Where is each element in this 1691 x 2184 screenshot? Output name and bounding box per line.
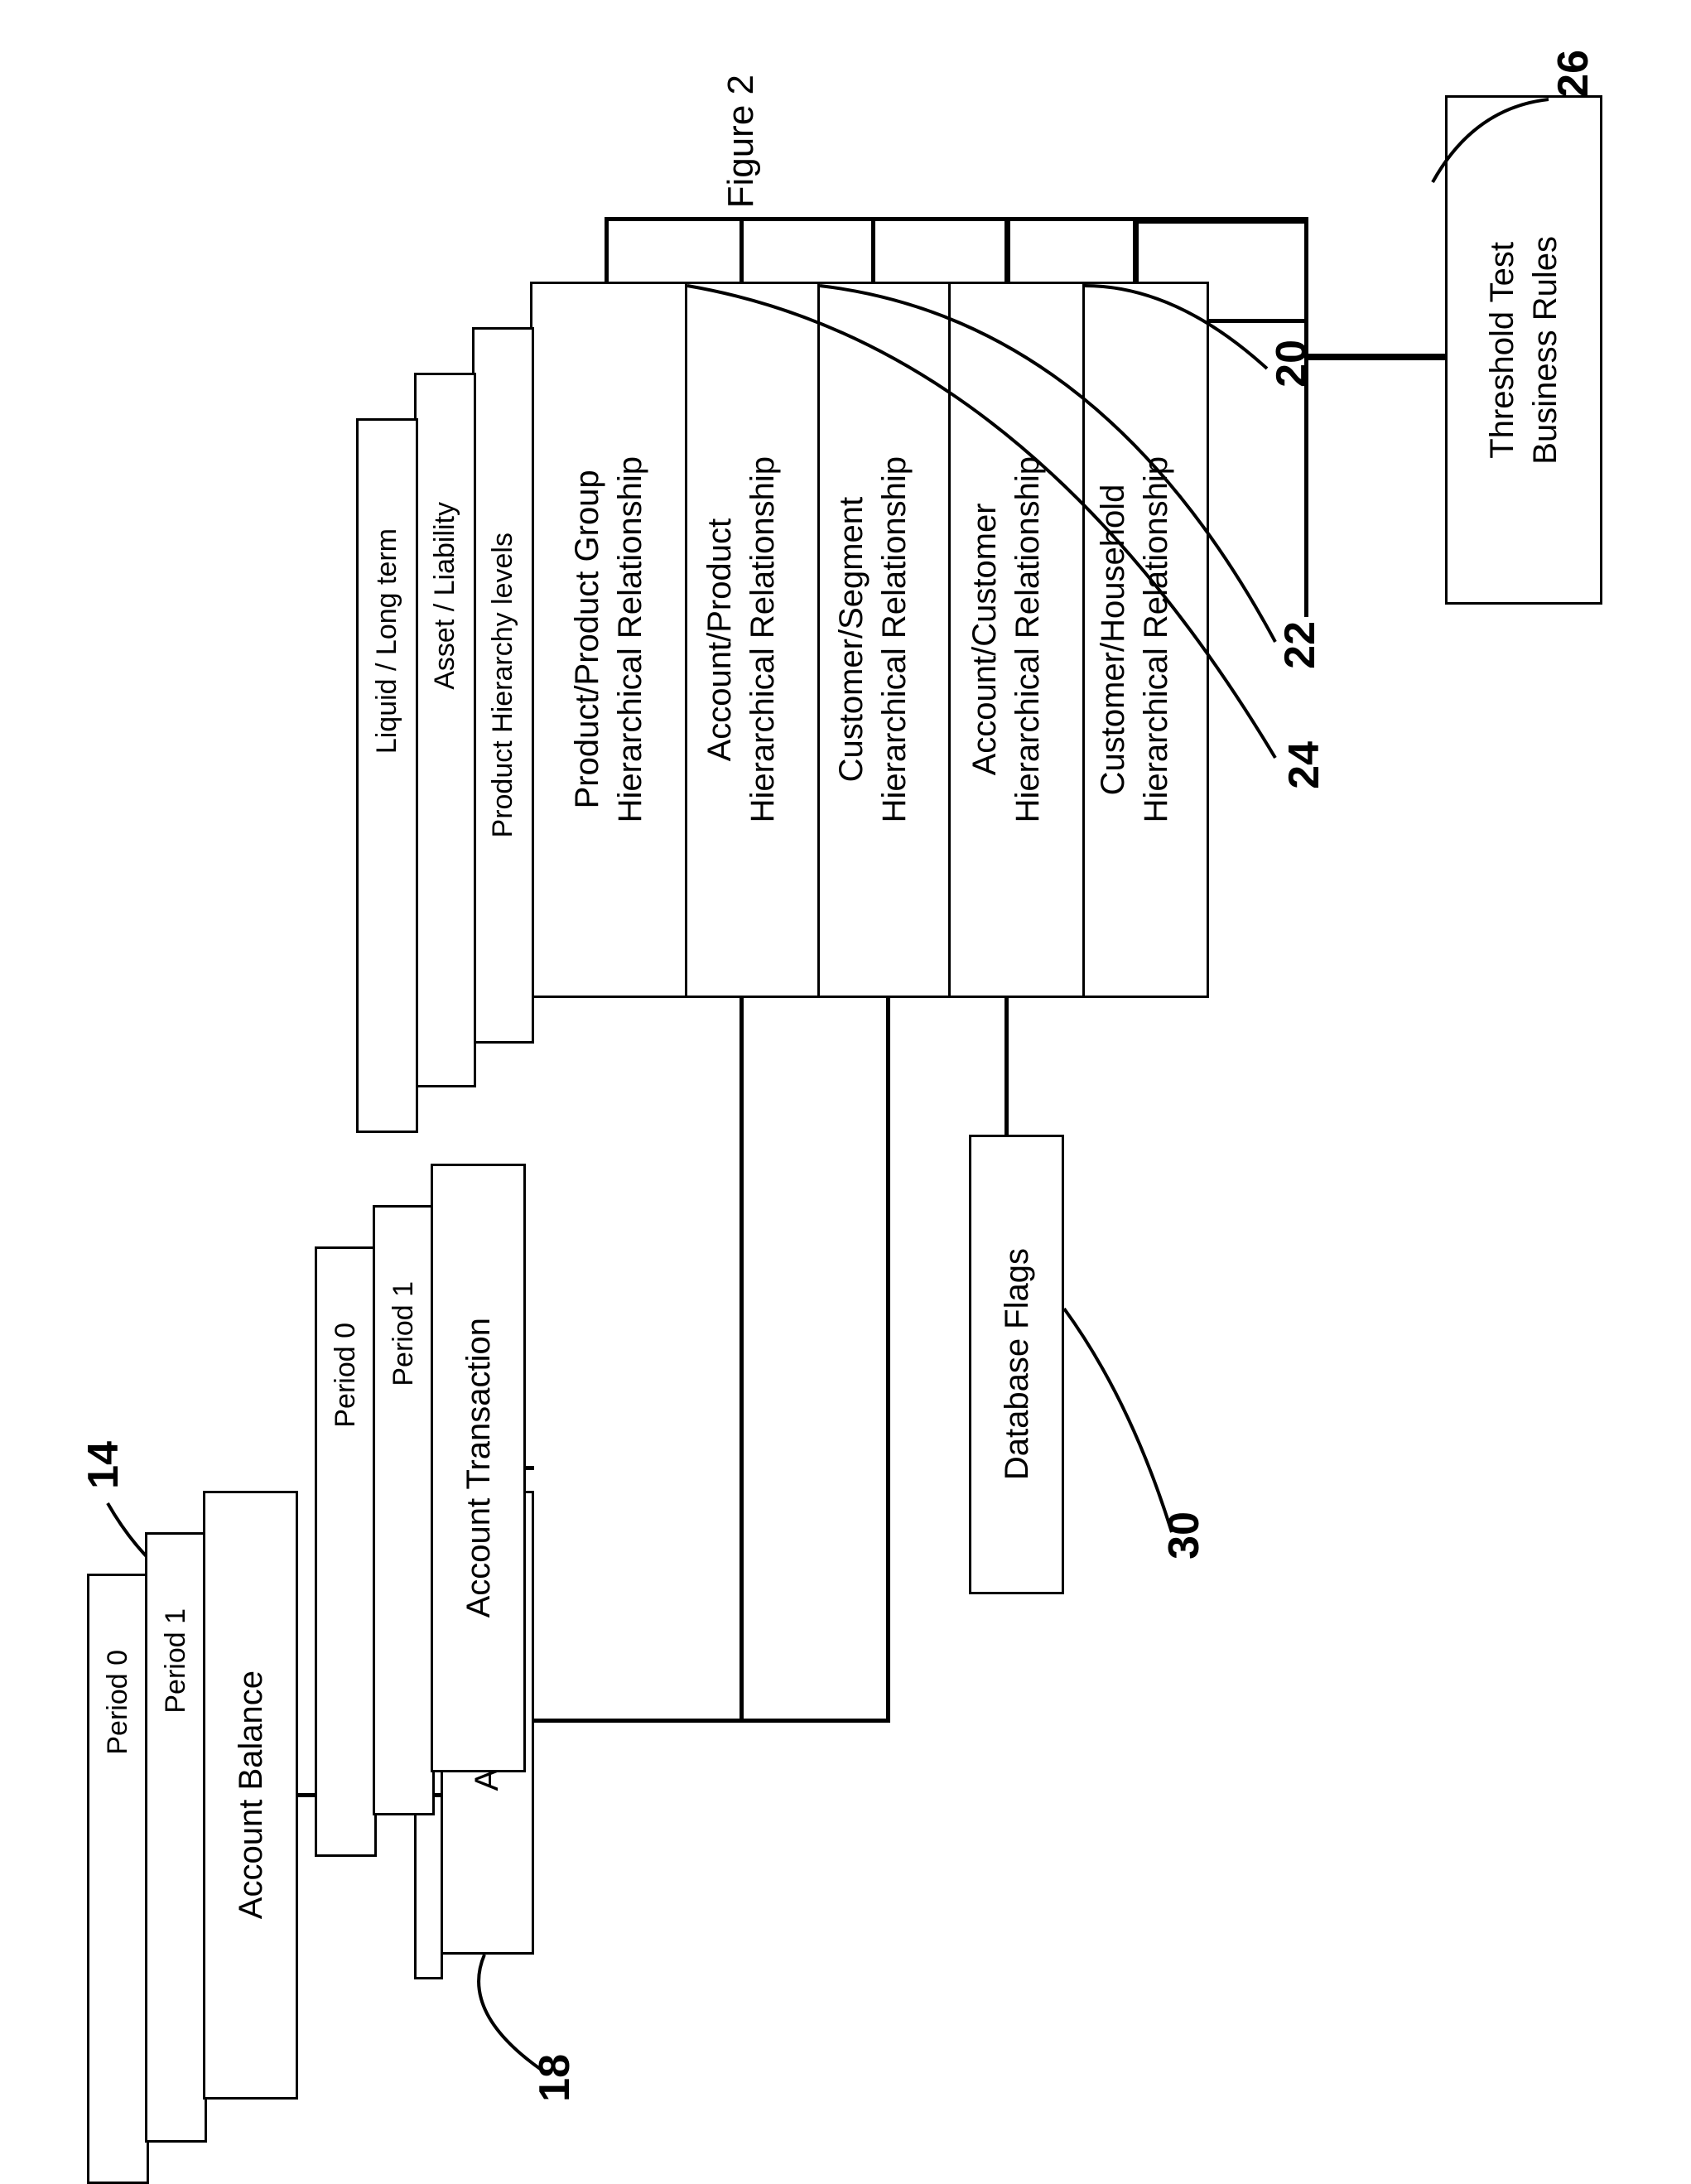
db-flags-label: Database Flags [995, 1248, 1038, 1480]
ref-14: 14 [79, 1441, 128, 1489]
ref-22: 22 [1275, 621, 1325, 669]
stub1 [1133, 217, 1137, 283]
acct-prod-down [740, 998, 744, 1723]
box-liquid-long-ext [356, 861, 418, 1133]
stub2 [1004, 217, 1009, 283]
acct-trans-label: Account Transaction [457, 1318, 500, 1618]
stub5 [605, 217, 609, 283]
box-acct-bal-p1-ext [145, 1786, 207, 2143]
box-liquid-long: Liquid / Long term [356, 418, 418, 864]
acct-bal-p0-label: Period 0 [99, 1650, 136, 1755]
asset-liability-label: Asset / Liability [426, 502, 463, 690]
box-asset-liability-ext [414, 816, 476, 1087]
acct-cust-down2 [886, 998, 890, 1723]
figure-title-text: Figure 2 [720, 75, 761, 208]
ref-18: 18 [530, 2054, 580, 2102]
box-acct-trans-p0: Period 0 [315, 1246, 377, 1503]
prod-group-label: Product/Product Group Hierarchical Relat… [566, 456, 652, 822]
to-accounts-h [532, 1719, 890, 1723]
box-acct-trans-p1-ext [373, 1459, 435, 1815]
ref-24: 24 [1279, 741, 1329, 789]
ref-20: 20 [1267, 340, 1317, 388]
box-acct-trans: Account Transaction [431, 1164, 526, 1772]
leader-24 [679, 277, 1308, 783]
bus-horiz [605, 217, 1308, 221]
box-acct-trans-p1: Period 1 [373, 1205, 435, 1462]
figure-title: Figure 2 [720, 75, 762, 208]
ref-26: 26 [1549, 50, 1598, 98]
box-prod-group: Product/Product Group Hierarchical Relat… [530, 282, 687, 998]
leader-26 [1424, 91, 1590, 190]
box-db-flags: Database Flags [969, 1135, 1064, 1594]
prod-hier-levels-label: Product Hierarchy levels [484, 533, 521, 837]
box-prod-hier-levels: Product Hierarchy levels [472, 327, 534, 1044]
stub3 [871, 217, 875, 283]
liquid-long-label: Liquid / Long term [369, 528, 405, 754]
box-acct-bal-p0: Period 0 [87, 1574, 149, 1830]
box-acct-bal-p1: Period 1 [145, 1532, 207, 1789]
box-acct-trans-p0-ext [315, 1501, 377, 1857]
box-acct-bal-p0-ext [87, 1828, 149, 2184]
bus-to-threshold-h [1304, 354, 1448, 358]
ref-30: 30 [1159, 1511, 1209, 1560]
acct-trans-p0-label: Period 0 [327, 1323, 364, 1428]
acct-bal-label: Account Balance [229, 1671, 272, 1919]
diagram-canvas: Figure 2 Threshold Test Business Rules C… [0, 0, 1691, 2172]
threshold-label: Threshold Test Business Rules [1481, 236, 1567, 465]
acct-cust-down [1004, 998, 1009, 1137]
acct-bal-p1-label: Period 1 [157, 1608, 194, 1714]
box-acct-bal: Account Balance [203, 1491, 298, 2100]
stub4 [740, 217, 744, 283]
box-asset-liability: Asset / Liability [414, 373, 476, 818]
acct-trans-p1-label: Period 1 [385, 1281, 422, 1386]
